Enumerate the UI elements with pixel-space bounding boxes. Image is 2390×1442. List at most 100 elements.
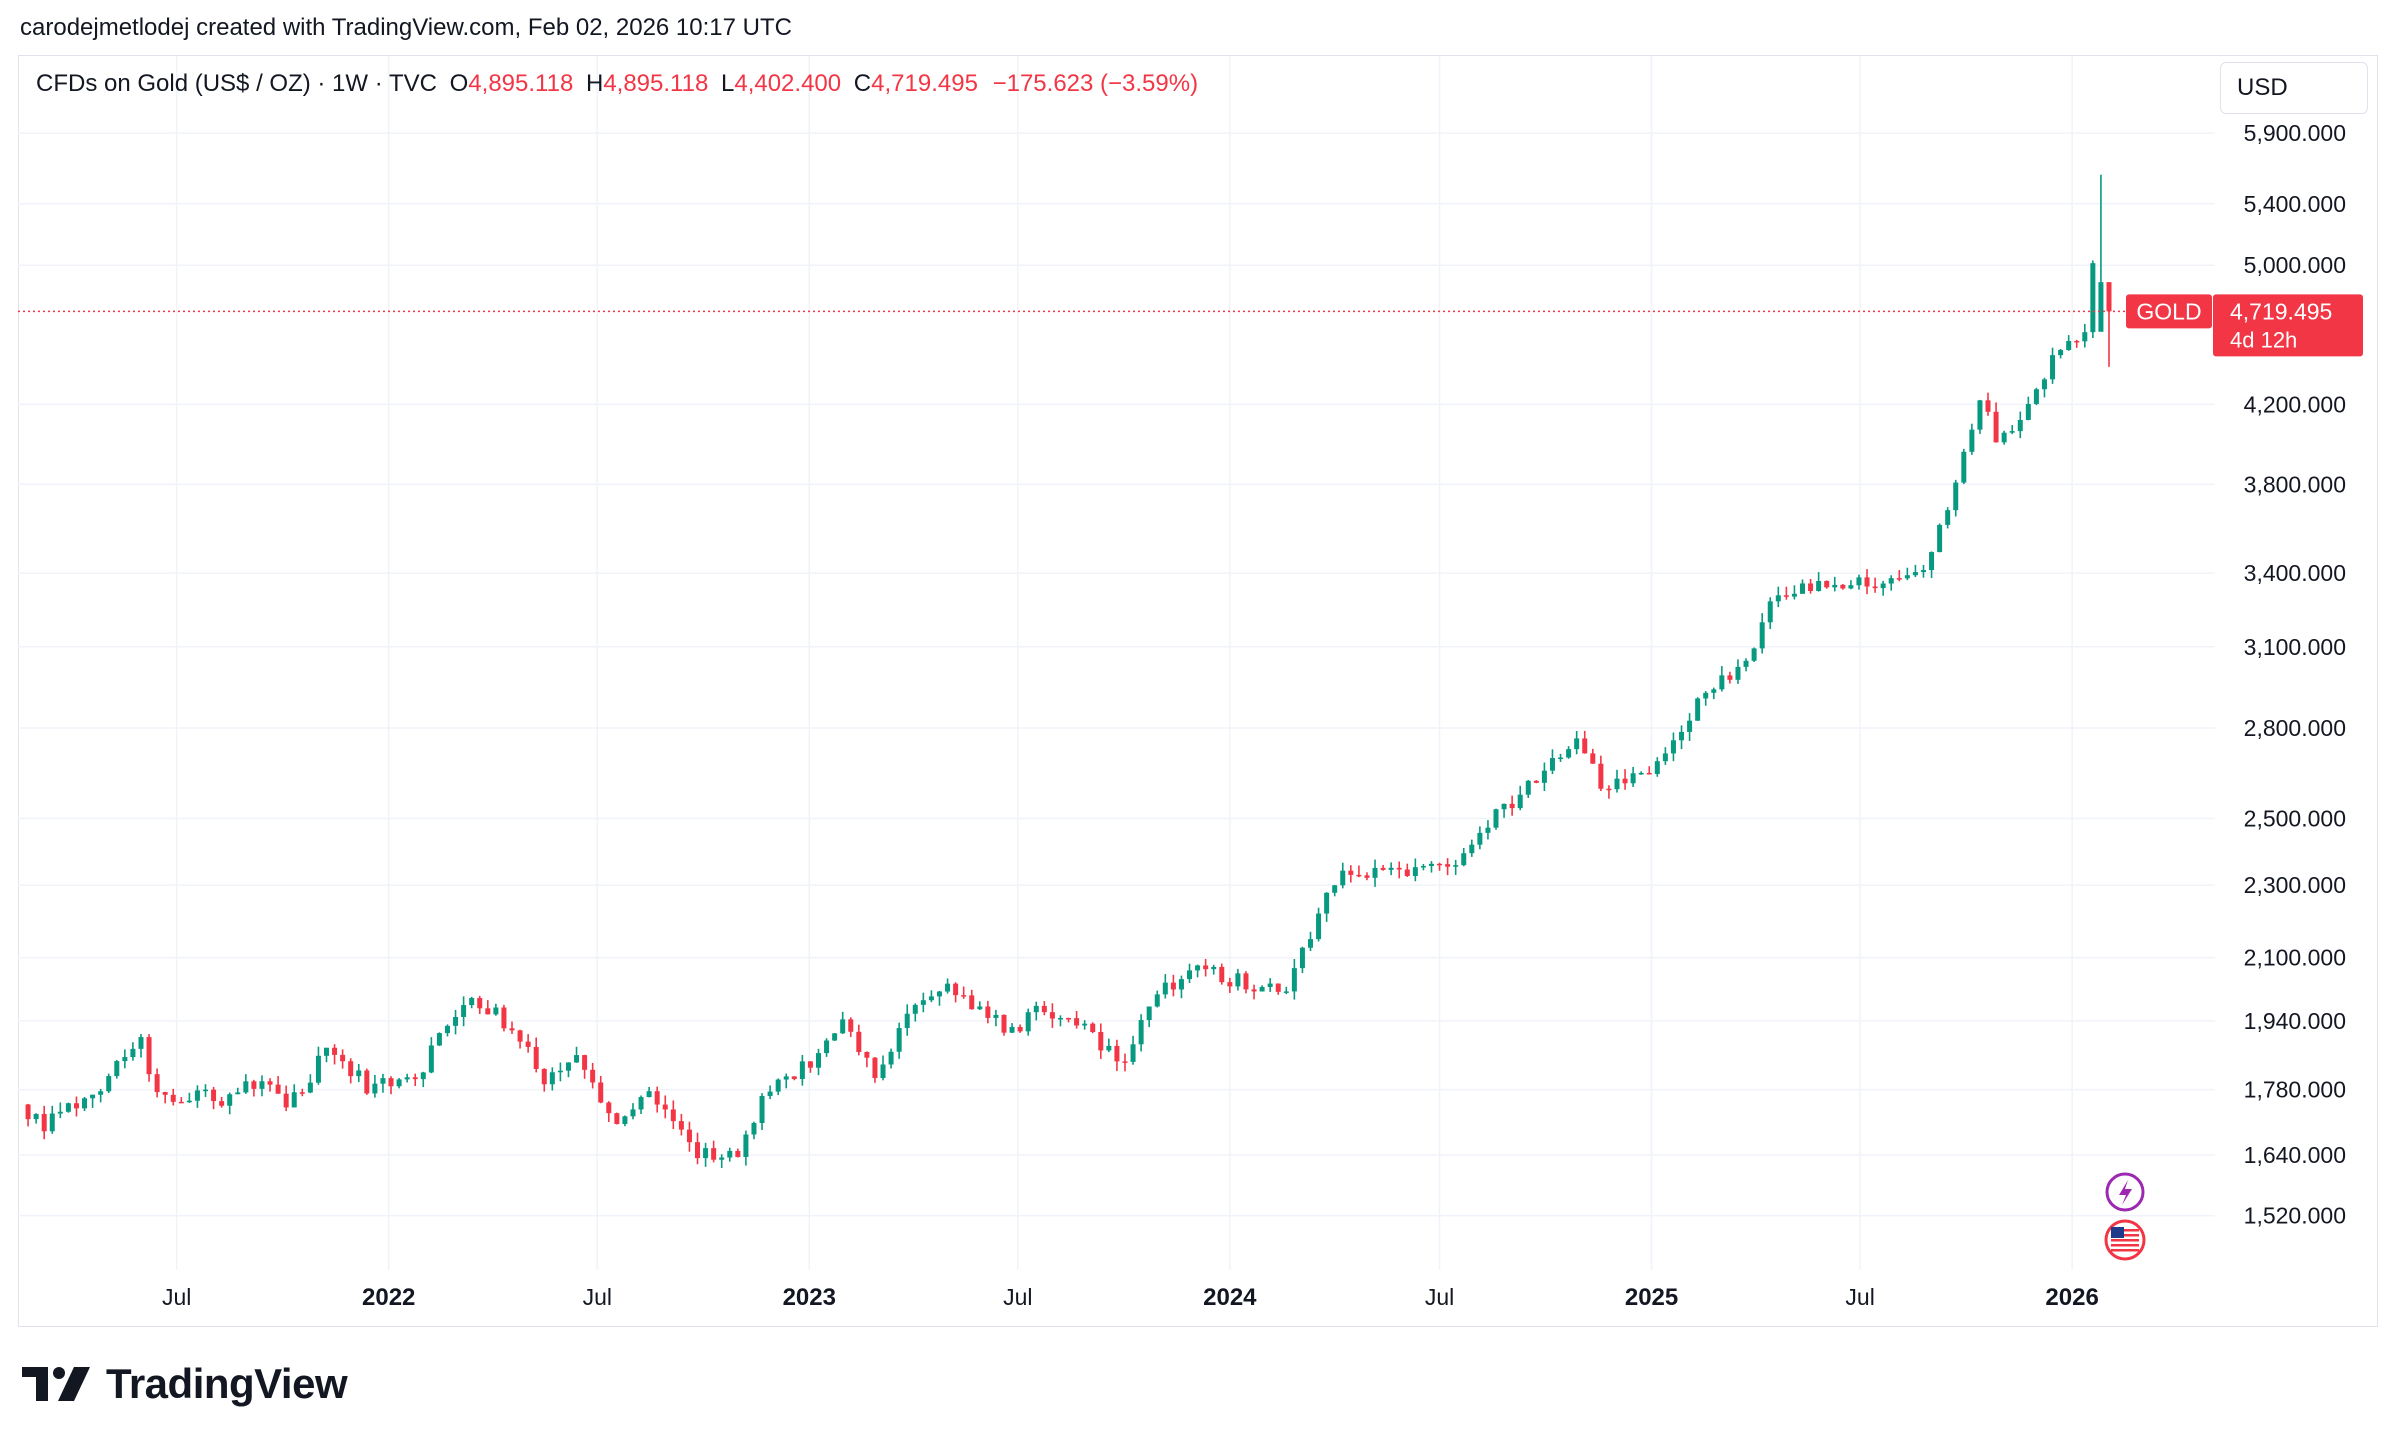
candle-body-up[interactable] (1033, 1005, 1039, 1013)
candle-body-up[interactable] (824, 1040, 830, 1054)
candle-body-up[interactable] (1977, 400, 1983, 430)
candle-body-up[interactable] (1057, 1017, 1063, 1020)
candle-body-down[interactable] (1170, 982, 1176, 990)
candle-body-down[interactable] (364, 1070, 370, 1094)
candle-body-up[interactable] (1566, 749, 1572, 758)
candle-body-up[interactable] (719, 1157, 725, 1160)
candle-body-up[interactable] (1719, 675, 1725, 690)
candle-body-down[interactable] (1606, 788, 1612, 791)
candle-body-up[interactable] (1501, 803, 1507, 810)
candle-body-up[interactable] (1888, 578, 1894, 584)
candle-body-up[interactable] (2025, 403, 2031, 420)
candle-body-up[interactable] (549, 1072, 555, 1085)
candle-body-up[interactable] (880, 1064, 886, 1079)
candle-body-down[interactable] (1985, 400, 1991, 412)
candle-body-down[interactable] (299, 1092, 305, 1094)
candle-body-down[interactable] (606, 1102, 612, 1114)
candle-body-down[interactable] (517, 1030, 523, 1042)
candle-body-up[interactable] (1235, 973, 1241, 987)
candle-body-up[interactable] (775, 1079, 781, 1092)
candle-body-up[interactable] (783, 1076, 789, 1080)
candle-body-up[interactable] (1259, 986, 1265, 992)
candle-body-up[interactable] (767, 1091, 773, 1096)
candle-body-up[interactable] (114, 1061, 120, 1077)
candle-body-down[interactable] (388, 1078, 394, 1087)
candle-body-down[interactable] (1074, 1018, 1080, 1026)
candle-body-up[interactable] (1517, 794, 1523, 809)
candle-body-down[interactable] (1590, 753, 1596, 764)
candle-body-up[interactable] (1800, 583, 1806, 594)
candle-body-down[interactable] (1275, 983, 1281, 992)
candle-body-down[interactable] (1445, 864, 1451, 867)
candle-body-up[interactable] (1759, 622, 1765, 649)
candle-body-down[interactable] (1783, 595, 1789, 597)
candle-body-up[interactable] (138, 1037, 144, 1049)
candle-body-down[interactable] (1727, 675, 1733, 680)
candle-body-down[interactable] (146, 1037, 152, 1075)
candle-body-up[interactable] (227, 1094, 233, 1106)
candle-body-down[interactable] (1356, 874, 1362, 877)
candle-body-up[interactable] (1775, 595, 1781, 602)
candle-body-up[interactable] (574, 1055, 580, 1063)
candle-body-up[interactable] (2033, 389, 2039, 404)
candle-body-down[interactable] (1041, 1005, 1047, 1013)
candle-body-up[interactable] (186, 1100, 192, 1103)
candle-body-up[interactable] (703, 1148, 709, 1159)
candle-body-up[interactable] (727, 1150, 733, 1158)
candle-body-up[interactable] (49, 1113, 55, 1132)
candle-body-up[interactable] (404, 1077, 410, 1080)
candle-body-up[interactable] (1412, 867, 1418, 877)
candle-body-down[interactable] (170, 1094, 176, 1102)
candle-body-down[interactable] (662, 1104, 668, 1110)
candle-body-down[interactable] (1066, 1017, 1072, 1020)
candle-body-up[interactable] (130, 1048, 136, 1058)
candle-body-down[interactable] (590, 1069, 596, 1083)
candle-body-up[interactable] (751, 1123, 757, 1135)
candle-body-up[interactable] (1662, 753, 1668, 762)
candle-body-down[interactable] (533, 1046, 539, 1069)
candle-body-up[interactable] (1283, 991, 1289, 993)
candle-body-up[interactable] (1130, 1044, 1136, 1062)
candle-body-up[interactable] (832, 1033, 838, 1041)
candle-body-up[interactable] (436, 1033, 442, 1046)
candle-body-down[interactable] (1348, 870, 1354, 875)
candle-body-down[interactable] (1872, 586, 1878, 589)
candle-body-up[interactable] (307, 1082, 313, 1093)
candle-body-down[interactable] (1622, 778, 1628, 784)
candle-body-up[interactable] (1638, 772, 1644, 775)
candle-body-down[interactable] (1396, 867, 1402, 870)
candle-body-down[interactable] (412, 1077, 418, 1080)
legend-symbol[interactable]: CFDs on Gold (US$ / OZ) · 1W · TVC (36, 70, 437, 97)
candle-body-up[interactable] (1695, 698, 1701, 721)
candle-body-up[interactable] (1477, 832, 1483, 845)
candle-body-up[interactable] (1848, 585, 1854, 589)
candle-body-down[interactable] (267, 1081, 273, 1085)
candle-body-up[interactable] (2058, 350, 2064, 356)
candle-body-up[interactable] (928, 996, 934, 1001)
candle-body-up[interactable] (1630, 773, 1636, 784)
candle-body-up[interactable] (1961, 451, 1967, 483)
candle-body-up[interactable] (799, 1061, 805, 1080)
candle-body-up[interactable] (920, 1000, 926, 1005)
candle-body-up[interactable] (420, 1072, 426, 1080)
candle-body-down[interactable] (2074, 340, 2080, 343)
candle-body-down[interactable] (283, 1093, 289, 1108)
candle-body-down[interactable] (154, 1074, 160, 1093)
candle-body-up[interactable] (65, 1103, 71, 1112)
candle-body-up[interactable] (1082, 1023, 1088, 1026)
candle-body-down[interactable] (1646, 772, 1652, 775)
candle-body-up[interactable] (106, 1076, 112, 1092)
candle-body-down[interactable] (856, 1031, 862, 1052)
candle-body-up[interactable] (759, 1095, 765, 1124)
candle-body-up[interactable] (1340, 870, 1346, 886)
candle-body-up[interactable] (1751, 648, 1757, 661)
candle-body-up[interactable] (1937, 524, 1943, 553)
candle-body-up[interactable] (1162, 982, 1168, 995)
candle-body-up[interactable] (1178, 979, 1184, 990)
candle-body-down[interactable] (1114, 1045, 1120, 1062)
candle-body-up[interactable] (1525, 780, 1531, 795)
candle-body-down[interactable] (25, 1104, 31, 1120)
candle-body-down[interactable] (73, 1103, 79, 1109)
candle-body-up[interactable] (1291, 968, 1297, 992)
candle-body-up[interactable] (2041, 379, 2047, 390)
